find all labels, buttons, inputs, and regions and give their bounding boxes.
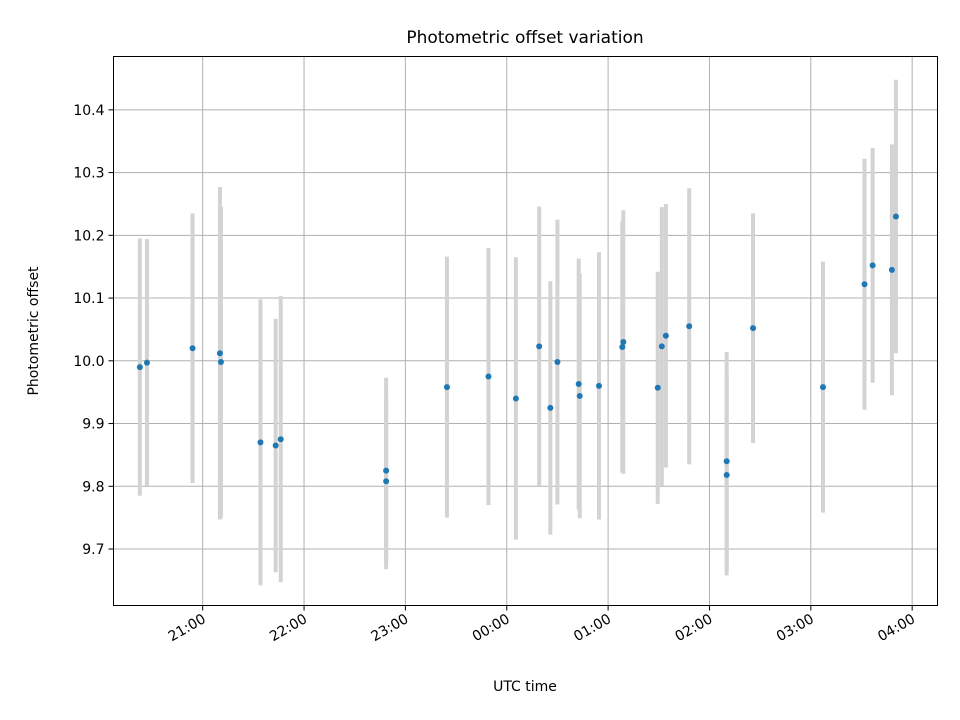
data-point: [750, 325, 757, 332]
chart-title: Photometric offset variation: [406, 28, 643, 48]
data-point: [216, 350, 223, 357]
data-point: [658, 343, 665, 350]
data-point: [189, 345, 196, 352]
y-tick-label: 10.3: [73, 166, 104, 182]
data-point: [576, 392, 583, 399]
x-axis-label: UTC time: [493, 679, 557, 695]
y-tick-label: 10.0: [73, 354, 104, 370]
y-tick-label: 9.9: [82, 417, 104, 433]
y-axis-label: Photometric offset: [26, 266, 42, 396]
y-tick-label: 10.1: [73, 291, 104, 307]
data-point: [547, 404, 554, 411]
grid: [113, 56, 938, 606]
y-tick-label: 9.7: [82, 542, 104, 558]
data-point: [512, 395, 519, 402]
data-point: [383, 478, 390, 485]
data-point: [443, 384, 450, 391]
data-points: [136, 213, 899, 485]
data-point: [536, 343, 543, 350]
data-point: [888, 266, 895, 273]
data-point: [575, 381, 582, 388]
data-point: [723, 458, 730, 465]
data-point: [136, 364, 143, 371]
data-point: [595, 382, 602, 389]
y-tick-label: 10.4: [73, 103, 104, 119]
data-point: [654, 384, 661, 391]
data-point: [554, 359, 561, 366]
data-point: [861, 281, 868, 288]
y-axis: 9.7 9.8 9.9 10.0 10.1 10.2 10.3 10.4: [73, 103, 114, 558]
data-point: [619, 343, 626, 350]
data-point: [892, 213, 899, 220]
data-point: [143, 359, 150, 366]
data-point: [662, 332, 669, 339]
data-point: [869, 262, 876, 269]
y-tick-label: 9.8: [82, 479, 104, 495]
data-point: [277, 436, 284, 443]
y-tick-label: 10.2: [73, 228, 104, 244]
data-point: [620, 338, 627, 345]
data-point: [272, 442, 279, 449]
data-point: [723, 471, 730, 478]
data-point: [257, 439, 264, 446]
data-point: [485, 373, 492, 380]
data-point: [217, 359, 224, 366]
data-point: [686, 323, 693, 330]
data-point: [819, 384, 826, 391]
plot-frame: [113, 56, 938, 606]
data-point: [383, 467, 390, 474]
